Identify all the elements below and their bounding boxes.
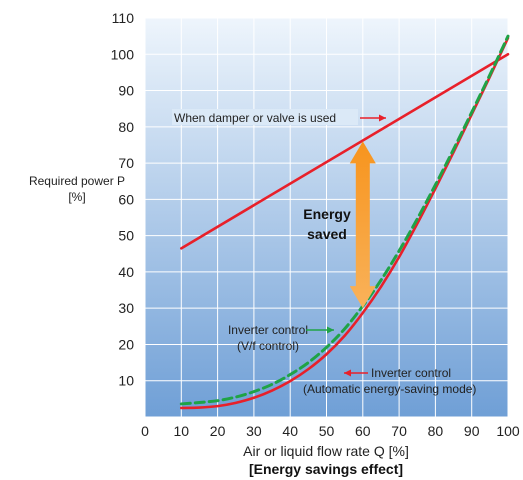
auto-label-line2: (Automatic energy-saving mode) bbox=[303, 382, 476, 396]
y-axis-label-line1: Required power P bbox=[29, 174, 125, 188]
x-tick-label: 70 bbox=[391, 423, 407, 439]
y-tick-label: 80 bbox=[118, 119, 134, 135]
grid-lines bbox=[144, 17, 509, 418]
x-tick-label: 90 bbox=[464, 423, 480, 439]
x-tick-labels: 0 10 20 30 40 50 60 70 80 90 100 bbox=[141, 423, 520, 439]
series-lines bbox=[179, 34, 510, 410]
vf-pointer-head bbox=[327, 326, 334, 334]
x-tick-label: 40 bbox=[282, 423, 298, 439]
auto-pointer-head bbox=[344, 369, 351, 377]
y-tick-labels: 10 20 30 40 50 60 70 80 90 100 110 bbox=[111, 10, 135, 389]
energy-saved-line2: saved bbox=[307, 226, 347, 242]
y-axis-label-line2: [%] bbox=[68, 190, 85, 204]
y-tick-label: 70 bbox=[118, 155, 134, 171]
damper-label: When damper or valve is used bbox=[174, 111, 336, 125]
y-tick-label: 90 bbox=[118, 83, 134, 99]
series-line-0 bbox=[180, 52, 510, 250]
vf-label-line2: (V/f control) bbox=[237, 339, 299, 353]
chart-caption: [Energy savings effect] bbox=[249, 461, 403, 477]
x-tick-label: 30 bbox=[246, 423, 262, 439]
x-tick-label: 10 bbox=[174, 423, 190, 439]
x-tick-label: 60 bbox=[355, 423, 371, 439]
y-tick-label: 100 bbox=[111, 46, 135, 62]
x-tick-label: 100 bbox=[496, 423, 520, 439]
double-arrow bbox=[349, 141, 376, 309]
auto-label-line1: Inverter control bbox=[371, 366, 451, 380]
y-tick-label: 110 bbox=[112, 10, 135, 26]
damper-pointer-head bbox=[379, 114, 386, 122]
x-axis-label: Air or liquid flow rate Q [%] bbox=[243, 443, 409, 459]
x-tick-label: 0 bbox=[141, 423, 149, 439]
y-tick-label: 20 bbox=[118, 336, 134, 352]
x-tick-label: 50 bbox=[319, 423, 335, 439]
y-tick-label: 60 bbox=[118, 191, 134, 207]
y-tick-label: 40 bbox=[118, 264, 134, 280]
x-tick-label: 80 bbox=[428, 423, 444, 439]
annotations: When damper or valve is used Inverter con… bbox=[172, 109, 476, 396]
y-tick-label: 10 bbox=[118, 373, 134, 389]
series-line-2 bbox=[179, 34, 510, 406]
x-tick-label: 20 bbox=[210, 423, 226, 439]
energy-saved-line1: Energy bbox=[303, 206, 351, 222]
vf-label-line1: Inverter control bbox=[228, 323, 308, 337]
y-tick-label: 50 bbox=[118, 228, 134, 244]
energy-saved-arrow bbox=[349, 141, 376, 309]
damper-label-bg bbox=[172, 109, 358, 125]
y-tick-label: 30 bbox=[118, 300, 134, 316]
